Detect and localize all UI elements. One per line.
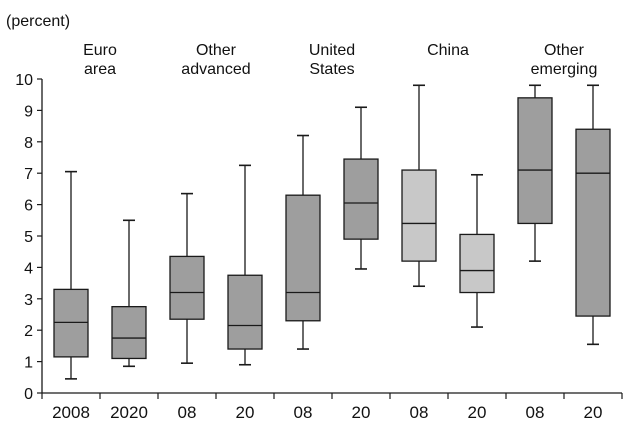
box-6 [343,106,379,270]
y-tick-label: 10 [15,72,33,89]
box-8 [459,173,495,328]
x-tick-label: 20 [236,403,255,422]
iqr-box [401,169,437,262]
y-unit-label: (percent) [6,13,70,30]
group-label: United States [309,42,355,78]
iqr-box [343,158,379,240]
y-axis: 0 1 2 3 4 5 6 7 8 9 10 [15,72,43,403]
y-tick-label: 8 [24,135,33,152]
x-tick-label: 2020 [110,403,148,422]
y-tick-label: 6 [24,198,33,215]
box-10 [575,84,611,346]
x-tick-label: 08 [410,403,429,422]
box-2 [111,219,147,368]
iqr-box [227,274,263,350]
y-tick-label: 3 [24,292,33,309]
iqr-box [111,305,147,360]
box-4 [227,164,263,366]
iqr-box [169,255,205,320]
y-tick-label: 4 [24,260,33,277]
group-label: Other advanced [181,42,250,78]
y-tick-label: 2 [24,323,33,340]
group-label: China [427,42,469,59]
group-label: Euro area [83,42,117,78]
group-label: Other emerging [531,42,598,78]
box-5 [285,134,321,350]
x-tick-label: 08 [526,403,545,422]
y-tick-label: 9 [24,103,33,120]
box-7 [401,84,437,288]
x-tick-label: 2008 [52,403,90,422]
iqr-box [53,288,89,358]
y-tick-label: 0 [24,386,33,403]
x-tick-label: 20 [352,403,371,422]
boxes [53,84,611,380]
group-labels: Euro area Other advanced United States China Ot… [83,42,597,78]
iqr-box [517,97,553,225]
y-tick-label: 7 [24,166,33,183]
iqr-box [459,233,495,294]
box-9 [517,84,553,262]
iqr-box [575,128,611,317]
x-tick-label: 20 [584,403,603,422]
y-tick-label: 5 [24,229,33,246]
x-axis: 2008 2020 08 20 08 20 08 20 08 20 [41,392,623,422]
y-tick-label: 1 [24,355,33,372]
box-1 [53,170,89,380]
x-tick-label: 08 [178,403,197,422]
iqr-box [285,194,321,322]
box-3 [169,192,205,364]
x-tick-label: 20 [468,403,487,422]
x-tick-label: 08 [294,403,313,422]
